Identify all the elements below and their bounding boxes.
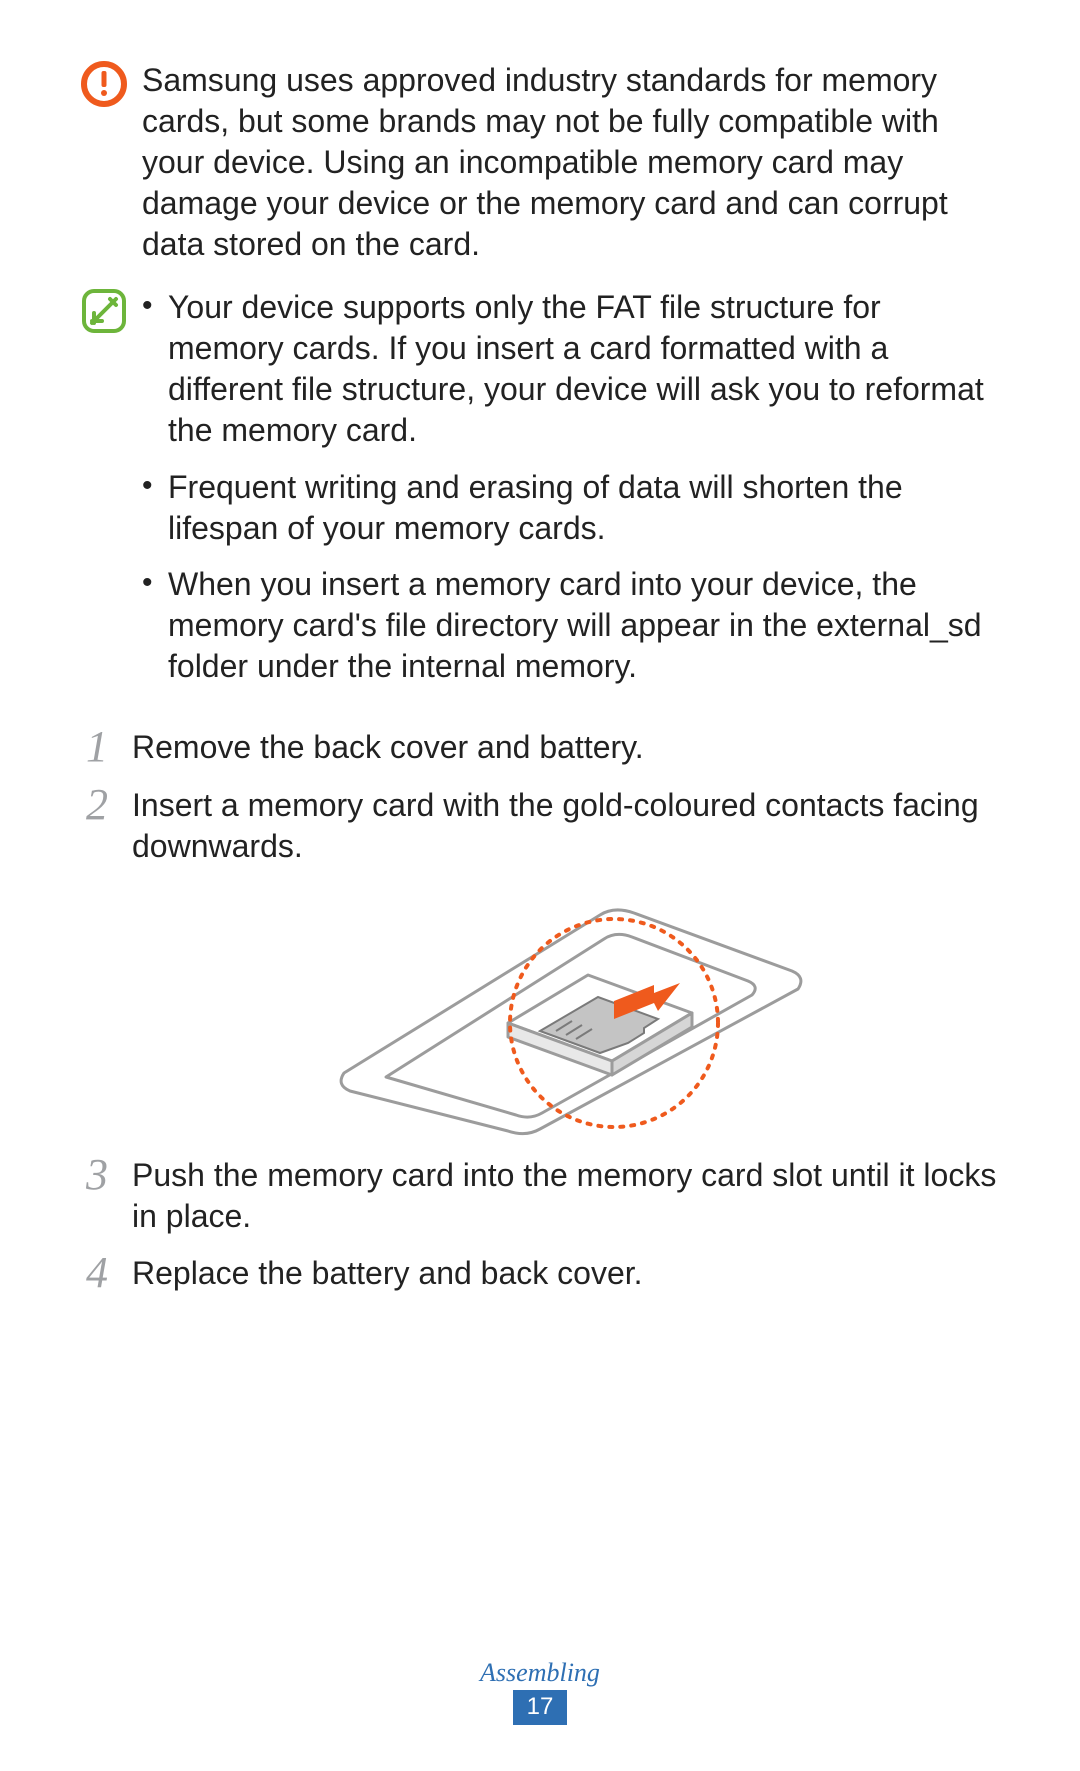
step-text: Replace the battery and back cover. (132, 1251, 643, 1294)
page-number: 17 (513, 1690, 568, 1725)
step-text: Remove the back cover and battery. (132, 725, 644, 768)
step-item: 4 Replace the battery and back cover. (80, 1251, 1000, 1295)
note-icon (80, 287, 128, 335)
note-bullet: Your device supports only the FAT file s… (142, 287, 1000, 451)
footer-section-label: Assembling (0, 1658, 1080, 1688)
illustration (80, 881, 1000, 1137)
note-bullet: When you insert a memory card into your … (142, 564, 1000, 687)
step-number: 3 (80, 1153, 114, 1197)
warning-callout: Samsung uses approved industry standards… (80, 60, 1000, 265)
note-callout: Your device supports only the FAT file s… (80, 287, 1000, 704)
step-text: Push the memory card into the memory car… (132, 1153, 1000, 1237)
warning-text: Samsung uses approved industry standards… (142, 60, 1000, 265)
step-item: 1 Remove the back cover and battery. (80, 725, 1000, 769)
step-number: 1 (80, 725, 114, 769)
note-bullet: Frequent writing and erasing of data wil… (142, 467, 1000, 549)
warning-icon (80, 60, 128, 108)
step-item: 3 Push the memory card into the memory c… (80, 1153, 1000, 1237)
step-item: 2 Insert a memory card with the gold-col… (80, 783, 1000, 867)
step-number: 2 (80, 783, 114, 827)
note-bullets: Your device supports only the FAT file s… (142, 287, 1000, 704)
step-number: 4 (80, 1251, 114, 1295)
steps-list: 1 Remove the back cover and battery. 2 I… (80, 725, 1000, 1295)
page-footer: Assembling 17 (0, 1658, 1080, 1725)
step-text: Insert a memory card with the gold-colou… (132, 783, 1000, 867)
